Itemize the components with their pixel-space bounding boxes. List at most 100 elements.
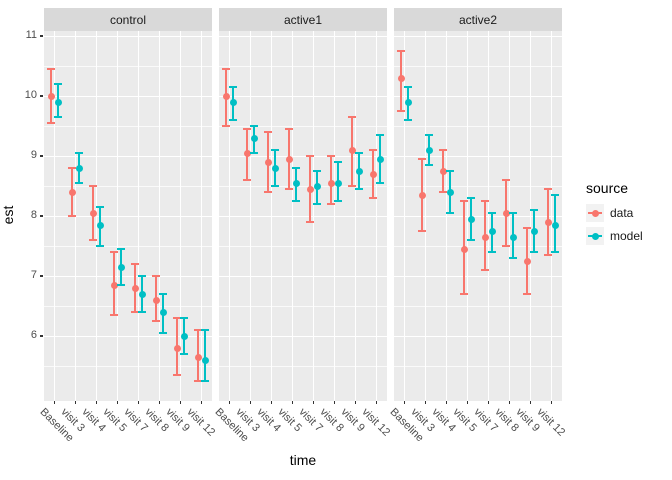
gridline-vertical [333, 31, 336, 401]
errorbar-cap-top [404, 86, 412, 88]
x-tick [291, 401, 294, 404]
x-tick [74, 401, 77, 404]
errorbar-cap-bottom [117, 284, 125, 286]
errorbar-cap-top [509, 212, 517, 214]
gridline-major [44, 36, 212, 38]
gridline-vertical [445, 31, 448, 401]
point-model [201, 356, 209, 364]
errorbar-cap-top [138, 275, 146, 277]
errorbar-cap-bottom [264, 191, 272, 193]
x-tick [137, 401, 140, 404]
errorbar-cap-bottom [292, 200, 300, 202]
errorbar-cap-bottom [376, 182, 384, 184]
gridline-major [219, 336, 387, 338]
legend: source data model [586, 180, 643, 250]
point-model [138, 290, 146, 298]
errorbar-cap-bottom [488, 251, 496, 253]
legend-item-model: model [586, 227, 643, 245]
errorbar-cap-top [369, 149, 377, 151]
point-data [306, 185, 314, 193]
errorbar-cap-top [47, 68, 55, 70]
y-tick [40, 215, 43, 217]
point-data [173, 344, 181, 352]
y-tick [40, 35, 43, 37]
y-tick [40, 95, 43, 97]
x-tick [116, 401, 119, 404]
errorbar-cap-bottom [551, 251, 559, 253]
gridline-vertical [179, 31, 182, 401]
errorbar-model [204, 330, 206, 381]
y-tick-label: 11 [25, 29, 37, 41]
errorbar-cap-top [348, 116, 356, 118]
errorbar-cap-top [194, 329, 202, 331]
gridline-minor [44, 126, 212, 127]
gridline-major [219, 276, 387, 278]
x-tick [445, 401, 448, 404]
errorbar-cap-bottom [250, 152, 258, 154]
point-model [96, 221, 104, 229]
errorbar-cap-bottom [509, 257, 517, 259]
errorbar-cap-top [439, 149, 447, 151]
errorbar-cap-top [467, 197, 475, 199]
gridline-vertical [137, 31, 140, 401]
errorbar-cap-bottom [89, 239, 97, 241]
errorbar-cap-top [75, 152, 83, 154]
errorbar-cap-top [530, 209, 538, 211]
errorbar-cap-bottom [75, 182, 83, 184]
gridline-vertical [158, 31, 161, 401]
errorbar-cap-top [271, 149, 279, 151]
errorbar-cap-bottom [334, 200, 342, 202]
gridline-major [394, 96, 562, 98]
errorbar-cap-bottom [194, 380, 202, 382]
legend-item-label: data [610, 206, 634, 220]
gridline-vertical [550, 31, 553, 401]
errorbar-cap-bottom [131, 311, 139, 313]
errorbar-cap-top [89, 185, 97, 187]
errorbar-cap-bottom [418, 230, 426, 232]
x-tick [354, 401, 357, 404]
point-data [439, 167, 447, 175]
gridline-minor [44, 366, 212, 367]
gridline-minor [394, 126, 562, 127]
point-model [159, 308, 167, 316]
gridline-major [394, 156, 562, 158]
gridline-vertical [228, 31, 231, 401]
gridline-minor [219, 306, 387, 307]
errorbar-cap-top [96, 206, 104, 208]
gridline-vertical [249, 31, 252, 401]
errorbar-cap-top [376, 134, 384, 136]
legend-key-dot [591, 209, 599, 217]
errorbar-cap-top [110, 251, 118, 253]
errorbar-cap-bottom [180, 353, 188, 355]
gridline-major [44, 96, 212, 98]
point-data [152, 296, 160, 304]
errorbar-cap-bottom [544, 254, 552, 256]
errorbar-cap-bottom [397, 110, 405, 112]
x-tick [228, 401, 231, 404]
legend-item-data: data [586, 204, 643, 222]
errorbar-cap-top [131, 263, 139, 265]
errorbar-cap-top [180, 317, 188, 319]
errorbar-cap-bottom [439, 191, 447, 193]
errorbar-cap-bottom [96, 245, 104, 247]
errorbar-cap-bottom [530, 251, 538, 253]
point-model [271, 164, 279, 172]
errorbar-cap-bottom [313, 203, 321, 205]
errorbar-cap-top [250, 125, 258, 127]
errorbar-cap-bottom [243, 179, 251, 181]
point-data [397, 74, 405, 82]
point-model [488, 227, 496, 235]
point-data [222, 92, 230, 100]
gridline-major [44, 336, 212, 338]
point-model [313, 182, 321, 190]
x-tick [403, 401, 406, 404]
errorbar-cap-top [397, 50, 405, 52]
point-model [54, 98, 62, 106]
gridline-vertical [200, 31, 203, 401]
point-data [194, 353, 202, 361]
legend-item-label: model [610, 229, 643, 243]
point-model [376, 155, 384, 163]
errorbar-cap-top [306, 155, 314, 157]
gridline-minor [44, 306, 212, 307]
errorbar-cap-bottom [68, 215, 76, 217]
